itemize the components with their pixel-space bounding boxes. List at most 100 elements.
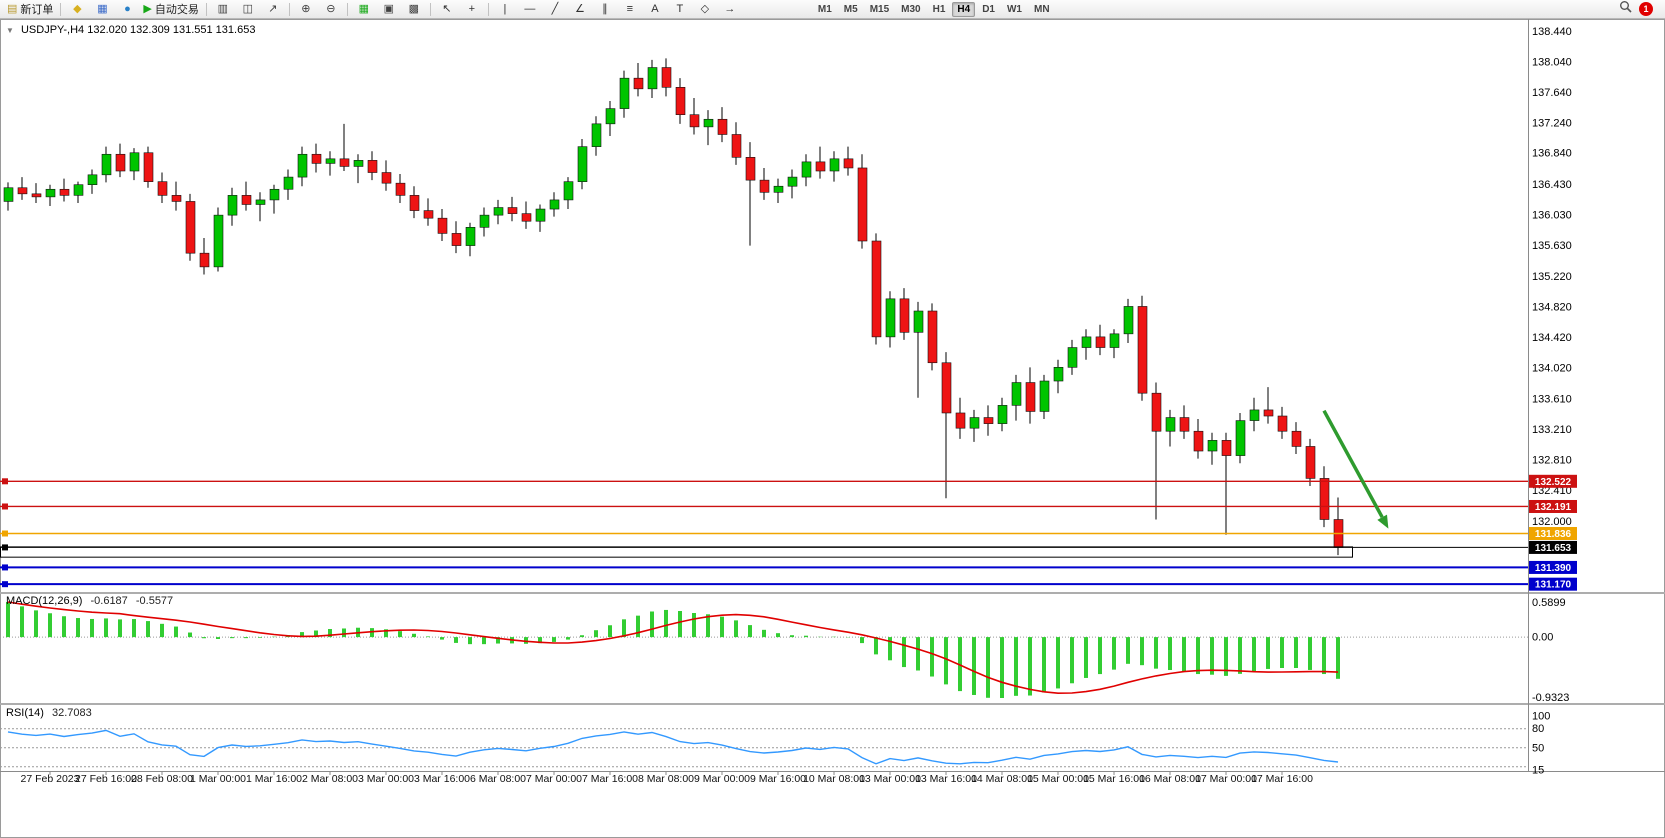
line-handle[interactable] [2, 564, 8, 571]
horizontal-line-button[interactable]: — [518, 0, 542, 18]
angle-tool-button[interactable]: ∠ [568, 0, 592, 18]
candle-down [1025, 382, 1036, 412]
line-handle[interactable] [2, 581, 8, 588]
panel-divider[interactable] [0, 592, 1665, 594]
autotrade-button[interactable]: ▶ 自动交易 [140, 0, 201, 18]
candle-down [717, 118, 728, 135]
market-watch-button[interactable]: ▦ [90, 0, 114, 18]
chart-ohlc-values: 132.020 132.309 131.551 131.653 [87, 24, 256, 36]
fibonacci-button[interactable]: ≡ [618, 0, 642, 18]
label-button[interactable]: T [668, 0, 692, 18]
candle-down [843, 158, 854, 169]
rectangle-zone[interactable] [0, 546, 1353, 558]
channel-button[interactable]: ∥ [593, 0, 617, 18]
candle-down [1179, 417, 1190, 432]
candle-down [661, 67, 672, 88]
price-badge [1529, 474, 1577, 488]
price-axis-label: 136.430 [1532, 179, 1572, 191]
candle-down [745, 157, 756, 181]
candle-up [353, 160, 364, 167]
chart-dropdown-icon[interactable]: ▼ [6, 26, 14, 35]
timeframe-M1[interactable]: M1 [817, 3, 832, 15]
crosshair-button[interactable]: + [460, 0, 484, 18]
time-axis-label: 28 Feb 08:00 [131, 773, 193, 785]
new-chart-button[interactable]: ▦ [352, 0, 376, 18]
toolbar-right-group: 1 [1619, 0, 1653, 18]
price-axis-label: 133.610 [1532, 394, 1572, 406]
indicator-list-button[interactable]: ◆ [65, 0, 89, 18]
timeframe-H1[interactable]: H1 [932, 3, 946, 15]
candle-up [1249, 409, 1260, 421]
zoom-out-button[interactable]: ⊖ [319, 0, 343, 18]
arrows-button[interactable]: → [718, 0, 742, 18]
timeframe-M30[interactable]: M30 [901, 3, 921, 15]
macd-value-main: -0.6187 [90, 595, 128, 607]
price-badge [1529, 499, 1577, 513]
chart-shift-button[interactable]: ▩ [402, 0, 426, 18]
timeframe-MN[interactable]: MN [1033, 3, 1050, 15]
time-axis-label: 27 Feb 16:00 [75, 773, 137, 785]
shapes-button[interactable]: ◇ [693, 0, 717, 18]
cursor-button[interactable]: ↖ [435, 0, 459, 18]
line-handle[interactable] [2, 530, 8, 537]
candle-up [3, 187, 14, 202]
candle-down [1319, 478, 1330, 520]
notification-badge[interactable]: 1 [1639, 2, 1653, 16]
market-watch-icon: ▦ [97, 2, 108, 15]
zoom-in-icon: ⊕ [301, 2, 311, 15]
timeframe-W1[interactable]: W1 [1006, 3, 1022, 15]
price-badge-label: 132.522 [1535, 477, 1572, 488]
text-button[interactable]: A [643, 0, 667, 18]
line-chart-button[interactable]: ↗ [261, 0, 285, 18]
trend-arrow[interactable] [1322, 409, 1384, 519]
time-axis-label: 6 Mar 08:00 [470, 773, 526, 785]
panel-divider[interactable] [0, 703, 1665, 705]
time-axis-label: 14 Mar 08:00 [971, 773, 1033, 785]
candlestick-chart-button[interactable]: ◫ [236, 0, 260, 18]
candle-down [395, 182, 406, 196]
candle-down [185, 201, 196, 254]
candle-down [633, 77, 644, 90]
new-order-button[interactable]: ▤ 新订单 [4, 0, 56, 18]
timeframe-M15[interactable]: M15 [869, 3, 890, 15]
candle-down [241, 195, 252, 205]
candle-up [1123, 306, 1134, 335]
candle-up [577, 146, 588, 182]
price-axis-label: 138.040 [1532, 56, 1572, 68]
price-badge [1529, 560, 1577, 574]
zoom-in-button[interactable]: ⊕ [294, 0, 318, 18]
timeframe-M5[interactable]: M5 [843, 3, 858, 15]
time-axis-label: 9 Mar 16:00 [750, 773, 806, 785]
candle-down [59, 188, 70, 196]
candle-up [1011, 382, 1022, 406]
time-axis-divider [0, 771, 1665, 772]
vertical-line-button[interactable]: | [493, 0, 517, 18]
tile-windows-button[interactable]: ▣ [377, 0, 401, 18]
search-icon[interactable] [1619, 0, 1632, 18]
candle-up [269, 188, 280, 201]
price-axis-label: 138.440 [1532, 26, 1572, 38]
candle-up [1207, 440, 1218, 452]
candle-down [983, 417, 994, 424]
macd-scale-label: 0.00 [1532, 632, 1553, 644]
line-handle[interactable] [2, 544, 8, 551]
candle-down [1277, 415, 1288, 432]
line-handle[interactable] [2, 503, 8, 510]
timeframe-D1[interactable]: D1 [982, 3, 995, 15]
candle-up [1235, 420, 1246, 456]
price-axis-label: 133.210 [1532, 424, 1572, 436]
timeframe-H4[interactable]: H4 [952, 1, 976, 17]
zoom-out-icon: ⊖ [326, 2, 336, 15]
price-axis-label: 136.840 [1532, 148, 1572, 160]
toolbar-divider [346, 2, 348, 16]
trendline-button[interactable]: ╱ [543, 0, 567, 18]
new-order-button-label: 新订单 [20, 4, 54, 16]
rsi-scale-label: 15 [1532, 764, 1544, 776]
time-axis-label: 7 Mar 00:00 [526, 773, 582, 785]
candle-down [423, 210, 434, 219]
candle-up [549, 199, 560, 210]
bar-chart-button[interactable]: ▥ [211, 0, 235, 18]
navigator-button[interactable]: ● [115, 0, 139, 18]
line-handle[interactable] [2, 478, 8, 485]
